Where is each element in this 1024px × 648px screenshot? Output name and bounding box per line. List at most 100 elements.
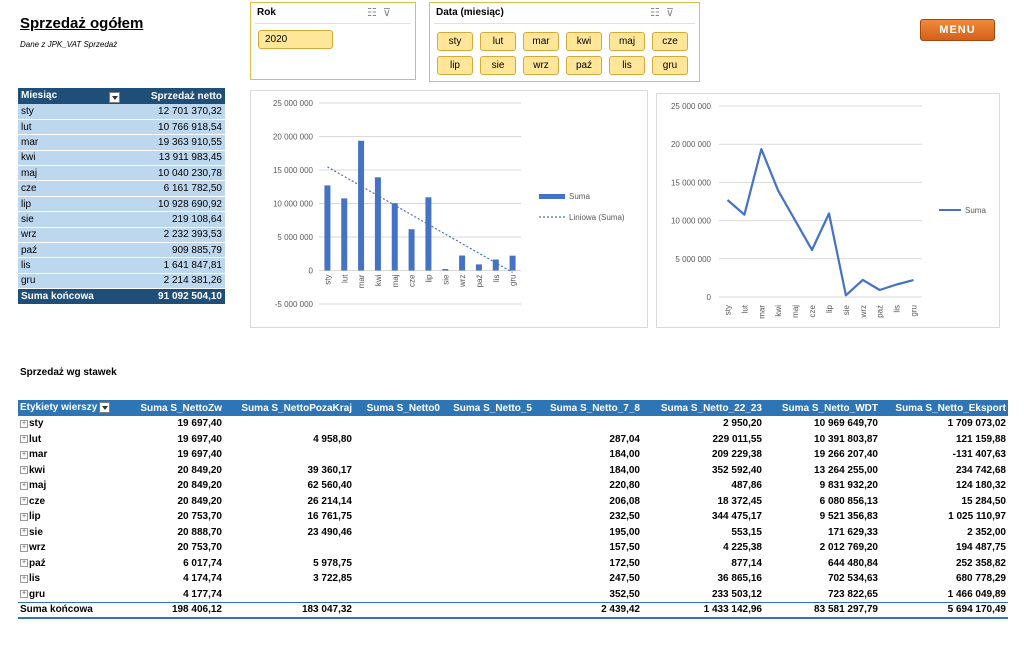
table-row[interactable]: lip 10 928 690,92 bbox=[18, 196, 225, 213]
row-label[interactable]: + maj bbox=[20, 480, 47, 492]
monthly-sales-table: Miesiąc Sprzedaż netto sty 12 701 370,32 l… bbox=[18, 88, 225, 305]
multi-select-icon[interactable]: ☷ bbox=[367, 7, 383, 19]
bar[interactable] bbox=[358, 140, 365, 271]
table-row[interactable]: + lip 20 753,70 16 761,75 232,50 344 475,17 9 … bbox=[18, 509, 1008, 525]
expand-icon[interactable]: + bbox=[20, 559, 28, 568]
value-cell: 62 560,40 bbox=[307, 480, 353, 492]
slicer-item-sty[interactable]: sty bbox=[437, 32, 473, 51]
net-sales-cell: 10 766 918,54 bbox=[122, 119, 225, 136]
slicer-item-paz[interactable]: paź bbox=[566, 56, 602, 75]
bar[interactable] bbox=[475, 264, 482, 271]
table-row[interactable]: + gru 4 177,74 352,50 233 503,12 723 822,65 1 … bbox=[18, 587, 1008, 603]
table-row[interactable]: + sty 19 697,40 2 950,20 10 969 649,70 1 709 … bbox=[18, 416, 1008, 432]
column-header-suma-s-netto-5[interactable]: Suma S_Netto_5 bbox=[442, 400, 534, 416]
row-label[interactable]: + paź bbox=[20, 557, 46, 569]
table-row[interactable]: mar 19 363 910,55 bbox=[18, 134, 225, 151]
row-label[interactable]: + sie bbox=[20, 526, 43, 538]
expand-icon[interactable]: + bbox=[20, 512, 28, 521]
table-row[interactable]: kwi 13 911 983,45 bbox=[18, 150, 225, 167]
row-label[interactable]: + mar bbox=[20, 449, 48, 461]
table-row[interactable]: + sie 20 888,70 23 490,46 195,00 553,15 171 62… bbox=[18, 525, 1008, 541]
slicer-item-cze[interactable]: cze bbox=[652, 32, 688, 51]
table-row[interactable]: + cze 20 849,20 26 214,14 206,08 18 372,45 6 0… bbox=[18, 494, 1008, 510]
table-row[interactable]: + wrz 20 753,70 157,50 4 225,38 2 012 769,20 1… bbox=[18, 540, 1008, 556]
table-row[interactable]: + maj 20 849,20 62 560,40 220,80 487,86 9 831 … bbox=[18, 478, 1008, 494]
column-header-month[interactable]: Miesiąc bbox=[18, 88, 123, 104]
expand-icon[interactable]: + bbox=[20, 419, 28, 428]
bar[interactable] bbox=[408, 229, 415, 271]
column-header-suma-s-netto-22-23[interactable]: Suma S_Netto_22_23 bbox=[642, 400, 764, 416]
menu-button[interactable]: MENU bbox=[920, 19, 995, 41]
clear-filter-icon[interactable]: ⊽ bbox=[665, 7, 680, 19]
column-header-suma-s-netto-eksport[interactable]: Suma S_Netto_Eksport bbox=[880, 400, 1008, 416]
bar[interactable] bbox=[324, 185, 331, 271]
bar[interactable] bbox=[492, 259, 499, 271]
slicer-item-wrz[interactable]: wrz bbox=[523, 56, 559, 75]
column-header-suma-s-netto0[interactable]: Suma S_Netto0 bbox=[354, 400, 442, 416]
bar[interactable] bbox=[341, 198, 348, 271]
clear-filter-icon[interactable]: ⊽ bbox=[382, 7, 397, 19]
row-label[interactable]: + kwi bbox=[20, 464, 46, 476]
table-row[interactable]: + mar 19 697,40 184,00 209 229,38 19 266 207,… bbox=[18, 447, 1008, 463]
value-cell: 6 080 856,13 bbox=[819, 495, 878, 507]
expand-icon[interactable]: + bbox=[20, 497, 28, 506]
bar[interactable] bbox=[374, 177, 381, 271]
row-label[interactable]: + sty bbox=[20, 418, 44, 430]
slicer-item-sie[interactable]: sie bbox=[480, 56, 516, 75]
column-header-suma-s-netto-7-8[interactable]: Suma S_Netto_7_8 bbox=[534, 400, 642, 416]
table-row[interactable]: + lis 4 174,74 3 722,85 247,50 36 865,16 702 5… bbox=[18, 571, 1008, 587]
row-label[interactable]: + lut bbox=[20, 433, 42, 445]
row-label[interactable]: + gru bbox=[20, 588, 46, 600]
expand-icon[interactable]: + bbox=[20, 589, 28, 598]
table-row[interactable]: lut 10 766 918,54 bbox=[18, 119, 225, 136]
bar[interactable] bbox=[459, 255, 466, 271]
table-row[interactable]: wrz 2 232 393,53 bbox=[18, 227, 225, 244]
expand-icon[interactable]: + bbox=[20, 543, 28, 552]
series-line-suma[interactable] bbox=[726, 147, 914, 297]
slicer-item-maj[interactable]: maj bbox=[609, 32, 645, 51]
slicer-item-2020[interactable]: 2020 bbox=[258, 30, 333, 49]
table-row[interactable]: paź 909 885,79 bbox=[18, 242, 225, 259]
table-row[interactable]: gru 2 214 381,26 bbox=[18, 273, 225, 290]
row-label[interactable]: + wrz bbox=[20, 542, 46, 554]
bar-chart[interactable]: -5 000 000 0 5 000 000 10 000 000 15 000 000… bbox=[250, 90, 648, 328]
expand-icon[interactable]: + bbox=[20, 466, 28, 475]
bar[interactable] bbox=[442, 269, 449, 271]
table-row[interactable]: + kwi 20 849,20 39 360,17 184,00 352 592,40 13… bbox=[18, 463, 1008, 479]
table-row[interactable]: lis 1 641 847,81 bbox=[18, 257, 225, 274]
slicer-item-mar[interactable]: mar bbox=[523, 32, 559, 51]
row-label[interactable]: + lip bbox=[20, 511, 41, 523]
expand-icon[interactable]: + bbox=[20, 574, 28, 583]
bar[interactable] bbox=[391, 203, 398, 271]
filter-dropdown-icon[interactable] bbox=[99, 402, 111, 414]
x-tick-label: gru bbox=[910, 305, 919, 317]
slicer-item-gru[interactable]: gru bbox=[652, 56, 688, 75]
filter-dropdown-icon[interactable] bbox=[108, 91, 120, 103]
multi-select-icon[interactable]: ☷ bbox=[650, 7, 666, 19]
row-label[interactable]: + cze bbox=[20, 495, 46, 507]
slicer-item-lut[interactable]: lut bbox=[480, 32, 516, 51]
x-tick-label: sty bbox=[323, 275, 332, 285]
slicer-item-lip[interactable]: lip bbox=[437, 56, 473, 75]
line-chart[interactable]: 0 5 000 000 10 000 000 15 000 000 20 000 000… bbox=[656, 93, 1000, 328]
column-header-suma-s-nettopozakraj[interactable]: Suma S_NettoPozaKraj bbox=[224, 400, 354, 416]
table-row[interactable]: + lut 19 697,40 4 958,80 287,04 229 011,55 10 … bbox=[18, 432, 1008, 448]
row-label[interactable]: + lis bbox=[20, 573, 41, 585]
expand-icon[interactable]: + bbox=[20, 528, 28, 537]
bar[interactable] bbox=[509, 255, 516, 271]
table-row[interactable]: + paź 6 017,74 5 978,75 172,50 877,14 644 480,… bbox=[18, 556, 1008, 572]
table-row[interactable]: cze 6 161 782,50 bbox=[18, 180, 225, 197]
table-row[interactable]: maj 10 040 230,78 bbox=[18, 165, 225, 182]
slicer-item-kwi[interactable]: kwi bbox=[566, 32, 602, 51]
trendline[interactable] bbox=[327, 166, 513, 273]
column-header-suma-s-netto-wdt[interactable]: Suma S_Netto_WDT bbox=[764, 400, 880, 416]
table-row[interactable]: sie 219 108,64 bbox=[18, 211, 225, 228]
expand-icon[interactable]: + bbox=[20, 435, 28, 444]
expand-icon[interactable]: + bbox=[20, 481, 28, 490]
expand-icon[interactable]: + bbox=[20, 450, 28, 459]
bar[interactable] bbox=[425, 197, 432, 271]
table-row[interactable]: sty 12 701 370,32 bbox=[18, 104, 225, 120]
column-header-suma-s-nettozw[interactable]: Suma S_NettoZw bbox=[128, 400, 224, 416]
column-header-row-labels[interactable]: Etykiety wierszy bbox=[18, 400, 128, 416]
slicer-item-lis[interactable]: lis bbox=[609, 56, 645, 75]
